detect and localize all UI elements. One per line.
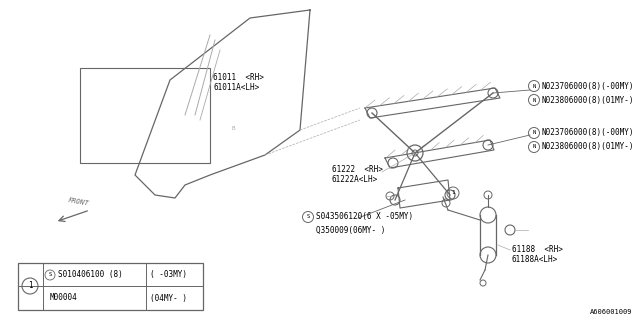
Text: FRONT: FRONT	[67, 197, 89, 207]
Text: S010406100 (8): S010406100 (8)	[58, 270, 123, 279]
Text: B: B	[231, 125, 235, 131]
Text: 61188  <RH>
61188A<LH>: 61188 <RH> 61188A<LH>	[512, 245, 563, 264]
Text: Q350009(06MY- ): Q350009(06MY- )	[316, 226, 385, 235]
Text: ( -03MY): ( -03MY)	[150, 270, 187, 279]
Bar	[80, 68, 210, 163]
Text: N023806000(8)(01MY-): N023806000(8)(01MY-)	[542, 142, 634, 151]
Text: N: N	[532, 84, 536, 89]
Text: M00004: M00004	[50, 293, 77, 302]
Text: N: N	[532, 131, 536, 135]
Text: 61222  <RH>
61222A<LH>: 61222 <RH> 61222A<LH>	[332, 165, 383, 184]
Text: S043506120(6 X -05MY): S043506120(6 X -05MY)	[316, 212, 413, 221]
Text: 1: 1	[28, 282, 32, 291]
Text: S: S	[49, 273, 52, 277]
Bar	[18, 263, 203, 310]
Text: N: N	[532, 98, 536, 102]
Text: N: N	[532, 145, 536, 149]
Text: N023806000(8)(01MY-): N023806000(8)(01MY-)	[542, 95, 634, 105]
Text: (04MY- ): (04MY- )	[150, 293, 187, 302]
Text: S: S	[307, 214, 310, 220]
Text: 61011  <RH>
61011A<LH>: 61011 <RH> 61011A<LH>	[213, 73, 264, 92]
Text: N023706000(8)(-00MY): N023706000(8)(-00MY)	[542, 129, 634, 138]
Text: N023706000(8)(-00MY): N023706000(8)(-00MY)	[542, 82, 634, 91]
Text: A606001009: A606001009	[589, 309, 632, 315]
Text: 1: 1	[451, 190, 455, 196]
Circle shape	[412, 150, 418, 156]
